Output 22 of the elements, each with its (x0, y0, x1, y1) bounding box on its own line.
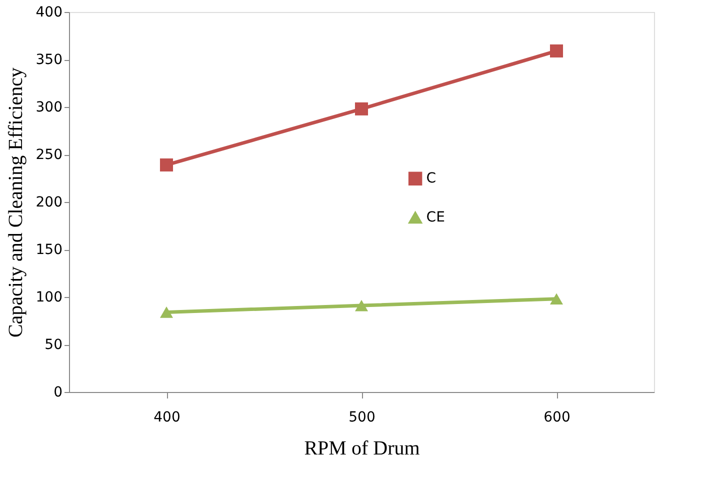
y-tick-label: 200 (36, 194, 62, 210)
x-tick-label: 600 (544, 410, 570, 426)
legend-label: CE (426, 210, 445, 226)
point (550, 293, 564, 305)
point (354, 300, 368, 312)
legend-label: C (426, 170, 436, 187)
x-axis-title: RPM of Drum (304, 438, 420, 460)
point (160, 158, 174, 172)
y-tick-label: 400 (36, 4, 62, 20)
y-tick-label: 50 (44, 337, 62, 353)
y-tick-label: 300 (36, 100, 62, 116)
y-tick-label: 0 (54, 384, 62, 400)
y-axis-title: Capacity and Cleaning Efficiency (4, 67, 27, 338)
y-tick-label: 100 (36, 290, 62, 306)
y-tick-label: 150 (36, 242, 62, 258)
x-tick-label: 500 (348, 410, 376, 426)
point (354, 102, 368, 116)
x-tick-label: 400 (154, 410, 180, 426)
y-tick-label: 350 (36, 52, 62, 68)
point (550, 44, 564, 58)
y-tick-label: 250 (36, 147, 62, 163)
point (160, 306, 174, 318)
